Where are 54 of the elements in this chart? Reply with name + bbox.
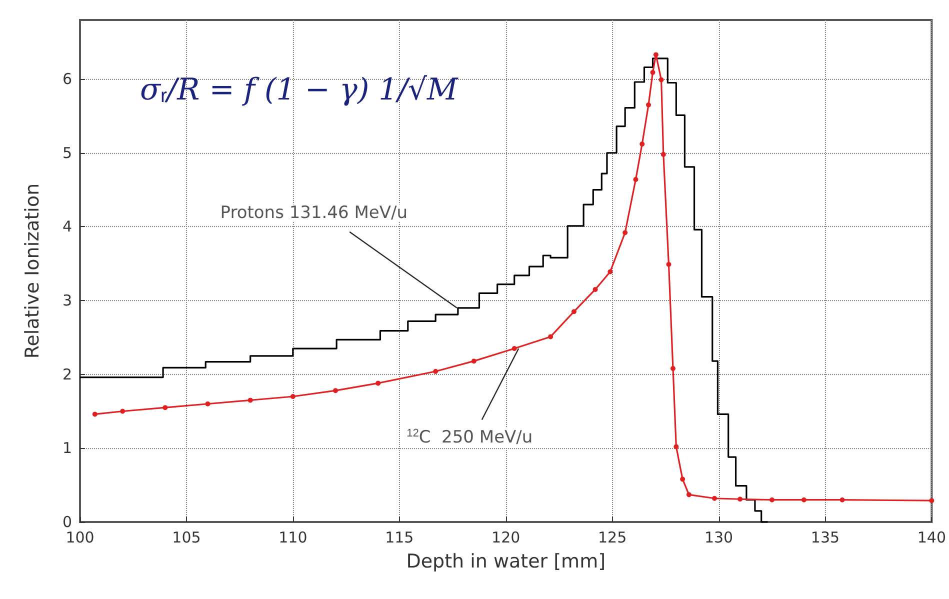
- x-tick-label: 140: [917, 528, 946, 546]
- point: [738, 496, 743, 502]
- y-tick-label: 0: [62, 513, 72, 531]
- point: [640, 142, 645, 147]
- x-tick-label: 100: [66, 528, 94, 546]
- x-axis-title: Depth in water [mm]: [406, 550, 606, 572]
- point: [770, 497, 774, 502]
- y-tick-label: 3: [62, 292, 72, 310]
- y-tick-label: 4: [62, 218, 72, 236]
- point: [686, 492, 692, 498]
- point: [120, 408, 126, 414]
- y-tick-label: 1: [62, 439, 72, 458]
- point: [712, 496, 718, 501]
- point: [666, 262, 672, 267]
- point: [471, 358, 476, 364]
- point: [205, 401, 210, 406]
- x-tick-label: 130: [704, 528, 734, 546]
- y-axis-title: Relative Ionization: [22, 183, 44, 359]
- point: [92, 412, 98, 417]
- point: [658, 77, 664, 82]
- point: [801, 497, 806, 502]
- point: [512, 346, 517, 352]
- point: [548, 334, 554, 340]
- point: [646, 102, 651, 108]
- x-tick-label: 135: [810, 528, 840, 546]
- point: [674, 444, 679, 450]
- point: [608, 269, 613, 274]
- y-tick-label: 6: [62, 70, 72, 88]
- point: [290, 394, 296, 399]
- point: [592, 286, 598, 292]
- point: [670, 366, 676, 371]
- y-tick-label: 2: [62, 365, 72, 384]
- x-tick-label: 125: [598, 528, 627, 546]
- x-tick-label: 110: [278, 528, 308, 546]
- point: [571, 309, 576, 314]
- y-tick-label: 5: [62, 144, 72, 162]
- x-tick-label: 120: [492, 528, 520, 546]
- annotation: σr/R = f (1 − γ) 1/√M: [140, 72, 459, 108]
- annotation: Protons 131.46 MeV/u: [220, 202, 408, 223]
- point: [633, 176, 638, 182]
- point: [333, 388, 338, 394]
- x-tick-label: 115: [385, 528, 414, 546]
- point: [653, 52, 658, 58]
- point: [840, 497, 845, 502]
- point: [433, 368, 438, 374]
- point: [650, 70, 656, 75]
- point: [660, 152, 666, 157]
- point: [248, 398, 253, 403]
- point: [376, 380, 381, 386]
- x-tick-label: 105: [172, 528, 201, 546]
- point: [622, 230, 628, 236]
- point: [929, 498, 934, 504]
- point: [162, 405, 168, 410]
- point: [680, 476, 686, 482]
